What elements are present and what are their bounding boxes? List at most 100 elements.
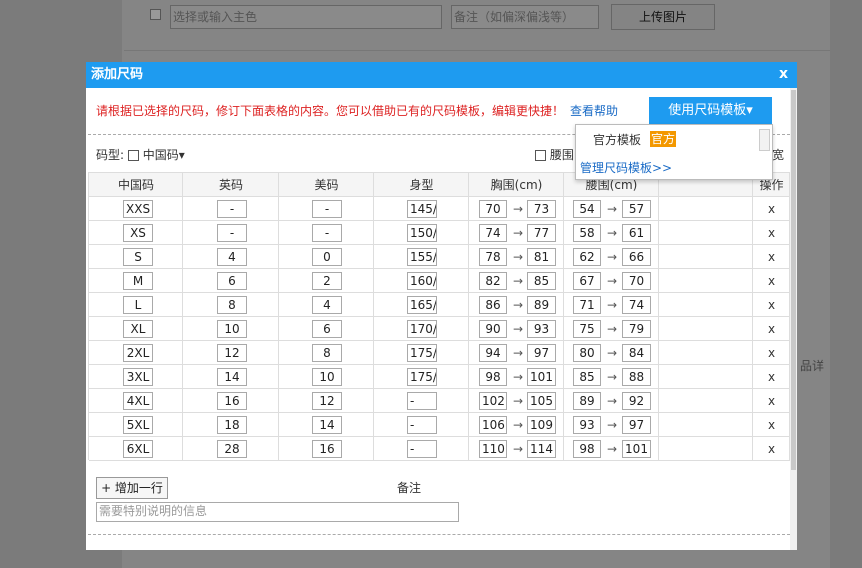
china-size-input[interactable]: 3XL: [123, 368, 153, 386]
remark-input[interactable]: 备注（如偏深偏浅等）: [451, 5, 599, 29]
remark-input[interactable]: 需要特别说明的信息: [96, 502, 459, 522]
body-type-input[interactable]: 155/: [407, 248, 437, 266]
chest-max-input[interactable]: 101: [527, 368, 556, 386]
delete-button[interactable]: x: [767, 226, 776, 240]
chest-max-input[interactable]: 105: [527, 392, 556, 410]
chest-min-input[interactable]: 110: [479, 440, 507, 458]
body-type-input[interactable]: 145/: [407, 200, 437, 218]
chest-min-input[interactable]: 102: [479, 392, 507, 410]
waist-min-input[interactable]: 54: [573, 200, 601, 218]
us-size-input[interactable]: 0: [312, 248, 342, 266]
delete-button[interactable]: x: [767, 418, 776, 432]
uk-size-input[interactable]: 16: [217, 392, 247, 410]
waist-min-input[interactable]: 98: [573, 440, 601, 458]
china-size-input[interactable]: XL: [123, 320, 153, 338]
chest-max-input[interactable]: 109: [527, 416, 556, 434]
waist-max-input[interactable]: 79: [622, 320, 651, 338]
body-type-input[interactable]: -: [407, 440, 437, 458]
china-size-input[interactable]: XS: [123, 224, 153, 242]
waist-max-input[interactable]: 57: [622, 200, 651, 218]
delete-button[interactable]: x: [767, 274, 776, 288]
chest-min-input[interactable]: 78: [479, 248, 507, 266]
body-type-input[interactable]: 175/: [407, 368, 437, 386]
china-size-input[interactable]: 2XL: [123, 344, 153, 362]
uk-size-input[interactable]: 4: [217, 248, 247, 266]
waist-min-input[interactable]: 62: [573, 248, 601, 266]
help-link[interactable]: 查看帮助: [570, 104, 619, 118]
manage-link[interactable]: 管理尺码模板>>: [580, 161, 673, 175]
body-type-input[interactable]: 165/: [407, 296, 437, 314]
uk-size-input[interactable]: 6: [217, 272, 247, 290]
uk-size-input[interactable]: 12: [217, 344, 247, 362]
add-row-button[interactable]: + 增加一行: [96, 477, 168, 499]
waist-min-input[interactable]: 58: [573, 224, 601, 242]
delete-button[interactable]: x: [767, 250, 776, 264]
checkbox[interactable]: [127, 150, 139, 161]
chest-min-input[interactable]: 74: [479, 224, 507, 242]
waist-min-input[interactable]: 89: [573, 392, 601, 410]
delete-button[interactable]: x: [767, 346, 776, 360]
waist-min-input[interactable]: 93: [573, 416, 601, 434]
body-type-input[interactable]: 160/: [407, 272, 437, 290]
uk-size-input[interactable]: 18: [217, 416, 247, 434]
delete-button[interactable]: x: [767, 202, 776, 216]
delete-button[interactable]: x: [767, 298, 776, 312]
waist-min-input[interactable]: 71: [573, 296, 601, 314]
waist-max-input[interactable]: 74: [622, 296, 651, 314]
scrollbar-thumb[interactable]: [791, 90, 796, 470]
us-size-input[interactable]: 12: [312, 392, 342, 410]
chest-min-input[interactable]: 86: [479, 296, 507, 314]
china-size-input[interactable]: 4XL: [123, 392, 153, 410]
waist-min-input[interactable]: 85: [573, 368, 601, 386]
body-type-input[interactable]: 150/: [407, 224, 437, 242]
waist-min-input[interactable]: 80: [573, 344, 601, 362]
size-type-value[interactable]: 中国码▾: [142, 148, 185, 162]
uk-size-input[interactable]: 8: [217, 296, 247, 314]
us-size-input[interactable]: 8: [312, 344, 342, 362]
waist-max-input[interactable]: 88: [622, 368, 651, 386]
delete-button[interactable]: x: [767, 442, 776, 456]
china-size-input[interactable]: S: [123, 248, 153, 266]
china-size-input[interactable]: 5XL: [123, 416, 153, 434]
uk-size-input[interactable]: -: [217, 200, 247, 218]
chest-max-input[interactable]: 93: [527, 320, 556, 338]
uk-size-input[interactable]: -: [217, 224, 247, 242]
chest-max-input[interactable]: 89: [527, 296, 556, 314]
uk-size-input[interactable]: 10: [217, 320, 247, 338]
chest-max-input[interactable]: 97: [527, 344, 556, 362]
checkbox[interactable]: [150, 9, 161, 20]
china-size-input[interactable]: L: [123, 296, 153, 314]
chest-max-input[interactable]: 73: [527, 200, 556, 218]
chest-min-input[interactable]: 106: [479, 416, 507, 434]
waist-max-input[interactable]: 70: [622, 272, 651, 290]
uk-size-input[interactable]: 28: [217, 440, 247, 458]
chest-max-input[interactable]: 77: [527, 224, 556, 242]
waist-max-input[interactable]: 84: [622, 344, 651, 362]
us-size-input[interactable]: -: [312, 224, 342, 242]
template-option[interactable]: 官方模板: [593, 133, 642, 147]
scroll-arrows[interactable]: [759, 129, 770, 151]
china-size-input[interactable]: 6XL: [123, 440, 153, 458]
delete-button[interactable]: x: [767, 370, 776, 384]
body-type-input[interactable]: -: [407, 416, 437, 434]
template-button[interactable]: 使用尺码模板▾: [649, 97, 772, 124]
china-size-input[interactable]: M: [123, 272, 153, 290]
checkbox[interactable]: [535, 150, 546, 161]
waist-max-input[interactable]: 92: [622, 392, 651, 410]
chest-min-input[interactable]: 90: [479, 320, 507, 338]
chest-min-input[interactable]: 94: [479, 344, 507, 362]
us-size-input[interactable]: 10: [312, 368, 342, 386]
waist-max-input[interactable]: 101: [622, 440, 651, 458]
chest-max-input[interactable]: 85: [527, 272, 556, 290]
uk-size-input[interactable]: 14: [217, 368, 247, 386]
chest-min-input[interactable]: 70: [479, 200, 507, 218]
waist-min-input[interactable]: 67: [573, 272, 601, 290]
us-size-input[interactable]: -: [312, 200, 342, 218]
waist-min-input[interactable]: 75: [573, 320, 601, 338]
delete-button[interactable]: x: [767, 394, 776, 408]
china-size-input[interactable]: XXS: [123, 200, 153, 218]
chest-min-input[interactable]: 82: [479, 272, 507, 290]
waist-label[interactable]: 腰围: [549, 148, 574, 162]
waist-max-input[interactable]: 61: [622, 224, 651, 242]
body-type-input[interactable]: 175/: [407, 344, 437, 362]
